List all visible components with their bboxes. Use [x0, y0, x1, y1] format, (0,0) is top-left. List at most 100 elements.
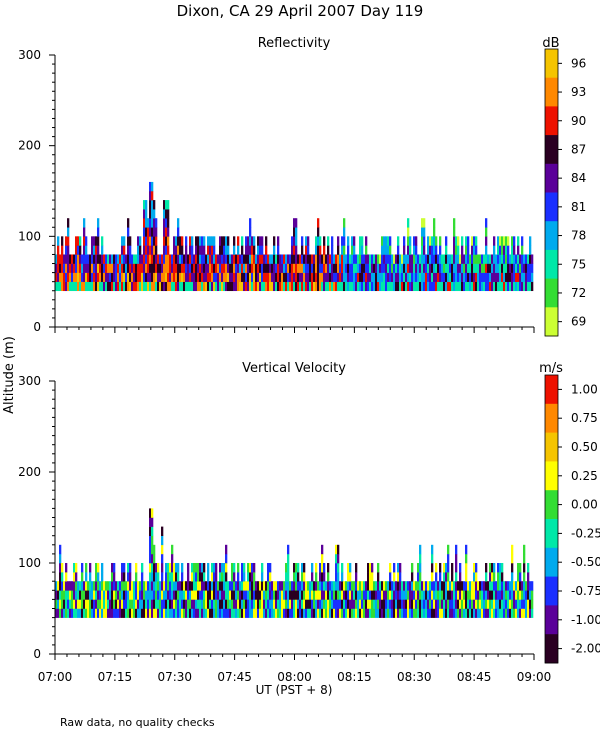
data-cell — [155, 236, 158, 246]
data-cell — [377, 281, 380, 292]
data-cell — [397, 254, 400, 264]
data-cell — [483, 281, 486, 292]
data-cell — [129, 263, 132, 273]
data-cell — [501, 272, 504, 282]
data-cell — [81, 263, 84, 273]
data-cell — [419, 254, 422, 264]
data-cell — [69, 272, 72, 282]
data-cell — [329, 254, 332, 264]
data-cell — [75, 263, 78, 273]
data-cell — [523, 608, 526, 618]
data-cell — [239, 254, 242, 264]
data-cell — [407, 236, 410, 246]
data-cell — [301, 272, 304, 282]
data-cell — [179, 590, 182, 600]
data-cell — [347, 263, 350, 273]
data-cell — [485, 572, 488, 582]
data-cell — [61, 563, 64, 573]
data-cell — [373, 272, 376, 282]
data-cell — [379, 281, 382, 292]
data-cell — [187, 563, 190, 573]
data-cell — [403, 236, 406, 246]
data-cell — [453, 254, 456, 264]
data-cell — [81, 590, 84, 600]
data-cell — [243, 608, 246, 618]
data-cell — [133, 263, 136, 273]
data-cell — [433, 581, 436, 591]
data-cell — [355, 599, 358, 609]
reflectivity-colorbar-unit: dB — [542, 36, 559, 51]
data-cell — [155, 608, 158, 618]
data-cell — [433, 272, 436, 282]
data-cell — [121, 245, 124, 255]
data-cell — [127, 227, 130, 237]
data-cell — [151, 236, 154, 246]
data-cell — [77, 254, 80, 264]
data-cell — [349, 563, 352, 573]
data-cell — [153, 272, 156, 282]
data-cell — [121, 572, 124, 582]
data-cell — [167, 590, 170, 600]
data-cell — [405, 272, 408, 282]
data-cell — [411, 281, 414, 292]
data-cell — [295, 563, 298, 573]
data-cell — [371, 608, 374, 618]
data-cell — [153, 599, 156, 609]
data-cell — [277, 590, 280, 600]
data-cell — [101, 581, 104, 591]
data-cell — [113, 563, 116, 573]
data-cell — [155, 272, 158, 282]
data-cell — [451, 590, 454, 600]
data-cell — [413, 272, 416, 282]
data-cell — [505, 272, 508, 282]
data-cell — [173, 581, 176, 591]
data-cell — [337, 281, 340, 292]
data-cell — [309, 263, 312, 273]
data-cell — [273, 281, 276, 292]
data-cell — [413, 236, 416, 246]
data-cell — [145, 281, 148, 292]
data-cell — [203, 572, 206, 582]
data-cell — [491, 263, 494, 273]
data-cell — [355, 263, 358, 273]
data-cell — [269, 608, 272, 618]
data-cell — [327, 236, 330, 246]
data-cell — [73, 599, 76, 609]
data-cell — [433, 263, 436, 273]
data-cell — [341, 281, 344, 292]
data-cell — [371, 599, 374, 609]
data-cell — [249, 245, 252, 255]
data-cell — [95, 245, 98, 255]
data-cell — [403, 263, 406, 273]
data-cell — [185, 236, 188, 246]
data-cell — [245, 245, 248, 255]
data-cell — [177, 572, 180, 582]
data-cell — [481, 263, 484, 273]
data-cell — [67, 227, 70, 237]
data-cell — [117, 272, 120, 282]
data-cell — [347, 608, 350, 618]
data-cell — [515, 599, 518, 609]
data-cell — [465, 581, 468, 591]
data-cell — [369, 263, 372, 273]
data-cell — [365, 272, 368, 282]
data-cell — [147, 254, 150, 264]
data-cell — [247, 254, 250, 264]
data-cell — [427, 581, 430, 591]
data-cell — [153, 227, 156, 237]
data-cell — [459, 608, 462, 618]
data-cell — [473, 572, 476, 582]
data-cell — [135, 608, 138, 618]
data-cell — [305, 590, 308, 600]
data-cell — [305, 236, 308, 246]
data-cell — [143, 599, 146, 609]
data-cell — [117, 599, 120, 609]
data-cell — [383, 581, 386, 591]
data-cell — [429, 590, 432, 600]
data-cell — [289, 608, 292, 618]
data-cell — [519, 581, 522, 591]
data-cell — [211, 608, 214, 618]
data-cell — [151, 245, 154, 255]
data-cell — [173, 272, 176, 282]
data-cell — [167, 254, 170, 264]
